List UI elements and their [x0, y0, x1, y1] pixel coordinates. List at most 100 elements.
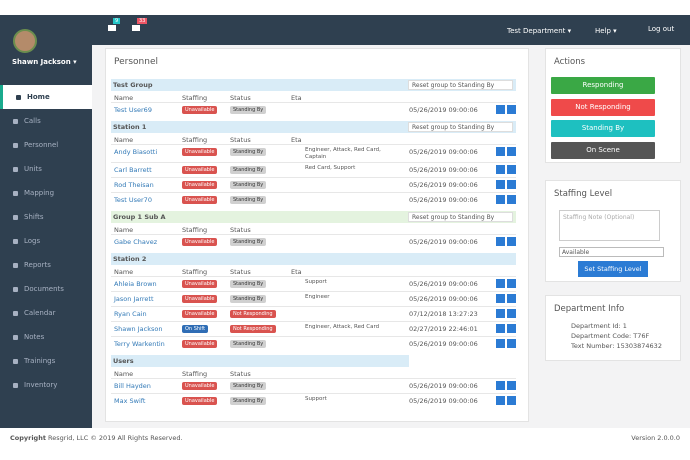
staffing-panel: Staffing Level Staffing Note (Optional) …	[545, 180, 681, 282]
person-name[interactable]: Test User69	[114, 106, 152, 114]
row-action[interactable]	[507, 147, 516, 156]
menu-item[interactable]: Mapping	[0, 181, 92, 205]
menu-item[interactable]: Inventory	[0, 373, 92, 397]
row-action[interactable]	[496, 195, 505, 204]
staffing-select[interactable]: Available	[559, 247, 664, 257]
row-action[interactable]	[507, 105, 516, 114]
panel-title: Department Info	[554, 304, 625, 314]
row-line	[111, 144, 516, 145]
notify-icon[interactable]	[108, 25, 116, 31]
action-button[interactable]: Standing By	[551, 120, 655, 137]
column-header: Eta	[291, 268, 302, 276]
reset-group[interactable]: Reset group to Standing By	[408, 122, 513, 132]
menu-item[interactable]: Calls	[0, 109, 92, 133]
timestamp: 05/26/2019 09:00:06	[409, 280, 478, 288]
staffing-badge: Unavailable	[182, 166, 218, 174]
row-line	[111, 321, 516, 322]
status-badge: Standing By	[230, 397, 267, 405]
row-action[interactable]	[507, 294, 516, 303]
reset-group[interactable]: Reset group to Standing By	[408, 212, 513, 222]
help-menu[interactable]: Help ▾	[595, 27, 617, 35]
row-action[interactable]	[496, 105, 505, 114]
row-action[interactable]	[507, 180, 516, 189]
menu-icon	[13, 119, 18, 124]
row-action[interactable]	[496, 147, 505, 156]
status-badge: Not Responding	[230, 310, 276, 318]
menu-item[interactable]: Shifts	[0, 205, 92, 229]
department-menu[interactable]: Test Department ▾	[507, 27, 572, 35]
reset-group[interactable]: Reset group to Standing By	[408, 80, 513, 90]
row-action[interactable]	[496, 165, 505, 174]
staffing-badge: Unavailable	[182, 340, 218, 348]
action-button[interactable]: Responding	[551, 77, 655, 94]
action-button[interactable]: On Scene	[551, 141, 655, 159]
row-action[interactable]	[496, 309, 505, 318]
menu-item[interactable]: Calendar	[0, 301, 92, 325]
menu-item[interactable]: Personnel	[0, 133, 92, 157]
menu-icon	[13, 215, 18, 220]
row-action[interactable]	[496, 339, 505, 348]
staffing-badge: Unavailable	[182, 238, 218, 246]
column-header: Staffing	[182, 370, 208, 378]
row-line	[111, 177, 516, 178]
menu-item[interactable]: Home	[0, 85, 92, 109]
person-name[interactable]: Ahleia Brown	[114, 280, 157, 288]
row-action[interactable]	[496, 180, 505, 189]
logout[interactable]: Log out	[648, 25, 675, 33]
row-action[interactable]	[507, 309, 516, 318]
menu-icon	[13, 383, 18, 388]
menu-item[interactable]: Trainings	[0, 349, 92, 373]
action-button[interactable]: Not Responding	[551, 98, 655, 116]
column-header: Eta	[291, 94, 302, 102]
row-action[interactable]	[496, 324, 505, 333]
row-action[interactable]	[496, 381, 505, 390]
row-action[interactable]	[496, 279, 505, 288]
column-header: Status	[230, 268, 251, 276]
person-name[interactable]: Carl Barrett	[114, 166, 152, 174]
staffing-badge: Unavailable	[182, 382, 218, 390]
person-name[interactable]: Test User70	[114, 196, 152, 204]
person-name[interactable]: Andy Biasotti	[114, 148, 158, 156]
menu-icon	[13, 359, 18, 364]
timestamp: 05/26/2019 09:00:06	[409, 106, 478, 114]
row-action[interactable]	[507, 339, 516, 348]
person-name[interactable]: Terry Warkentin	[114, 340, 165, 348]
department-line: Text Number: 15303874632	[571, 342, 662, 350]
copyright-label: Copyright	[10, 434, 46, 442]
row-action[interactable]	[507, 195, 516, 204]
row-action[interactable]	[507, 279, 516, 288]
row-action[interactable]	[507, 324, 516, 333]
group-name: Users	[113, 357, 134, 365]
roles: Engineer	[305, 294, 330, 300]
notify-icon[interactable]	[132, 25, 140, 31]
row-action[interactable]	[496, 294, 505, 303]
person-name[interactable]: Ryan Cain	[114, 310, 147, 318]
menu-icon	[13, 191, 18, 196]
person-name[interactable]: Jason Jarrett	[114, 295, 154, 303]
person-name[interactable]: Rod Theisan	[114, 181, 154, 189]
row-action[interactable]	[496, 237, 505, 246]
row-action[interactable]	[507, 381, 516, 390]
person-name[interactable]: Bill Hayden	[114, 382, 151, 390]
menu-item[interactable]: Documents	[0, 277, 92, 301]
menu-item[interactable]: Notes	[0, 325, 92, 349]
person-name[interactable]: Gabe Chavez	[114, 238, 158, 246]
row-line	[111, 336, 516, 337]
menu-item[interactable]: Units	[0, 157, 92, 181]
staffing-badge: Unavailable	[182, 310, 218, 318]
column-header: Staffing	[182, 226, 208, 234]
row-action[interactable]	[496, 396, 505, 405]
user-name[interactable]: Shawn Jackson ▾	[12, 58, 77, 66]
row-action[interactable]	[507, 237, 516, 246]
status-badge: Standing By	[230, 196, 267, 204]
set-staffing-button[interactable]: Set Staffing Level	[578, 261, 648, 277]
menu-item[interactable]: Reports	[0, 253, 92, 277]
row-action[interactable]	[507, 165, 516, 174]
note-input[interactable]: Staffing Note (Optional)	[559, 210, 660, 241]
menu-item[interactable]: Logs	[0, 229, 92, 253]
row-action[interactable]	[507, 396, 516, 405]
person-name[interactable]: Max Swift	[114, 397, 146, 405]
row-line	[111, 276, 516, 277]
person-name[interactable]: Shawn Jackson	[114, 325, 163, 333]
row-line	[111, 192, 516, 193]
